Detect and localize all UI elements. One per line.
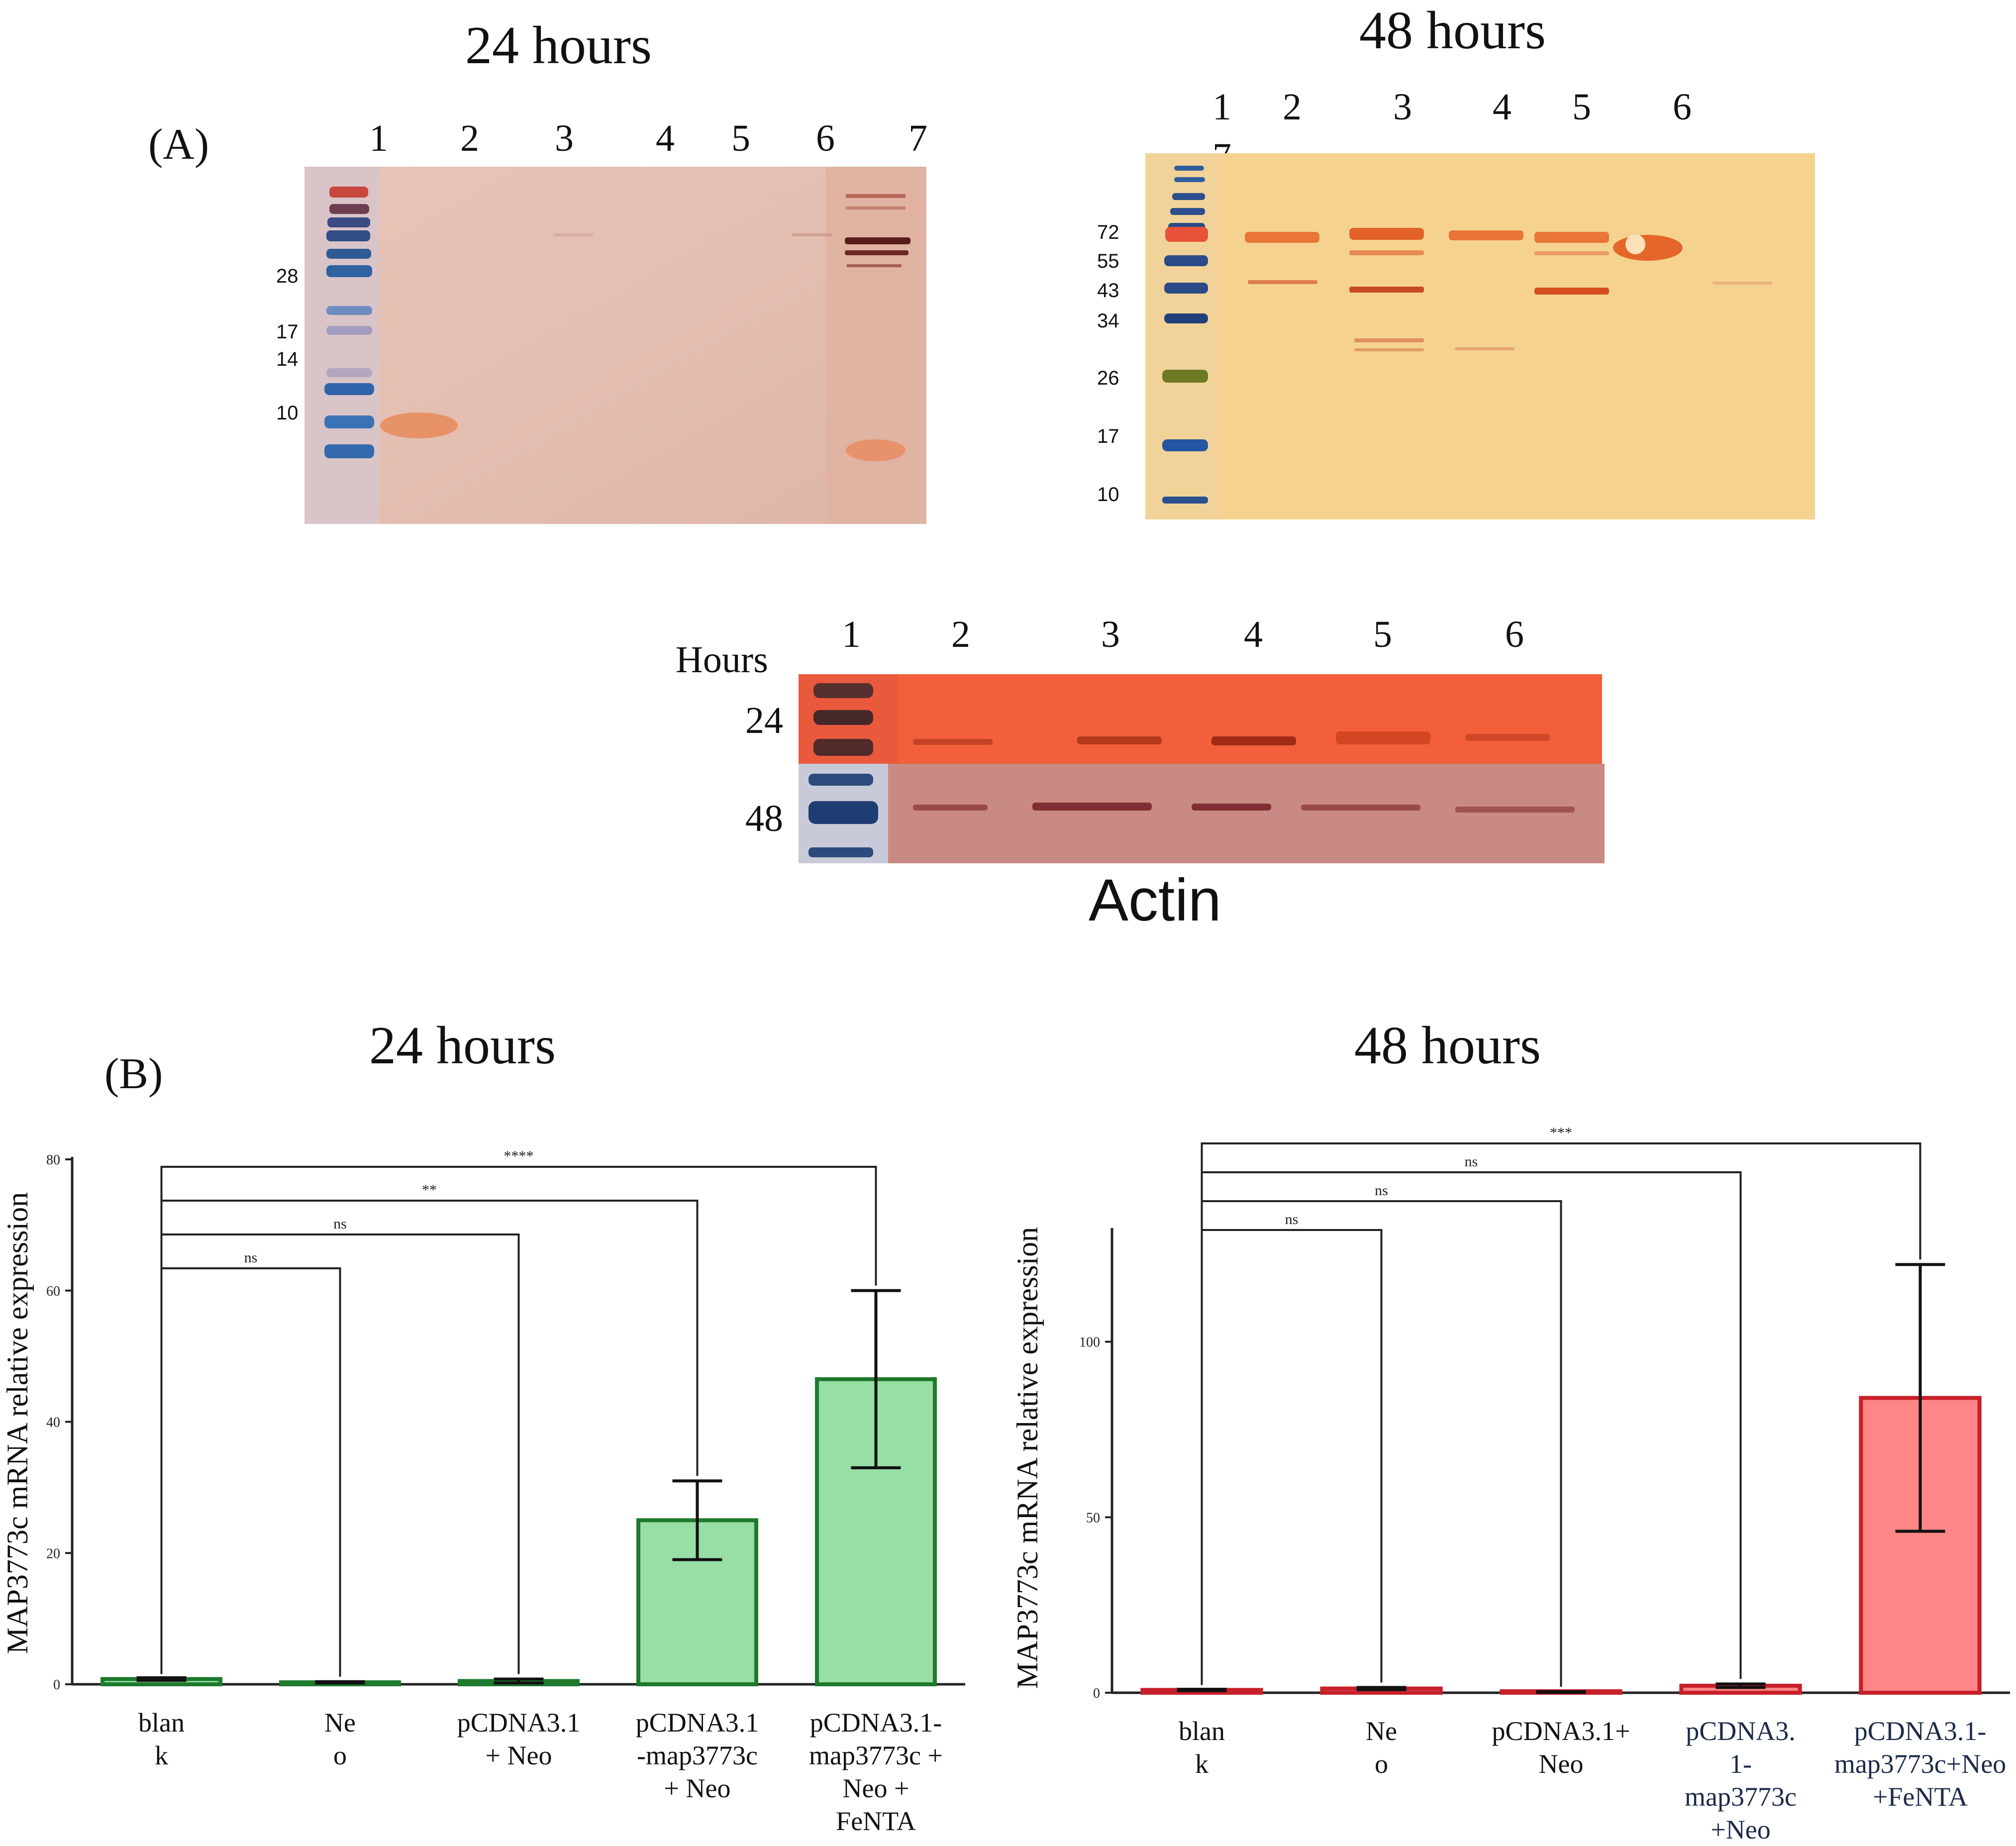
y-tick-label: 60 <box>46 1284 60 1299</box>
actin-lane-4: 4 <box>1244 614 1263 655</box>
x-tick-label-4: pCDNA3.1 -map3773c + Neo <box>636 1708 759 1803</box>
gel-48h-lane-5: 5 <box>1572 86 1591 128</box>
gel-48h-image <box>1145 153 1815 519</box>
gel-48h-marker-10: 10 <box>1097 484 1119 506</box>
actin-lane-2: 2 <box>951 614 970 655</box>
actin-caption: Actin <box>1089 867 1221 933</box>
gel-48h-lane-6: 6 <box>1673 86 1692 128</box>
gel-48h-marker-17: 17 <box>1097 425 1119 447</box>
y-tick-label: 100 <box>1079 1335 1100 1350</box>
significance-bracket <box>160 1267 341 1677</box>
x-tick-label-2: Ne o <box>1366 1716 1397 1779</box>
significance-bracket <box>1201 1171 1742 1685</box>
y-tick-label: 40 <box>46 1415 60 1431</box>
gel-48h-lane-4: 4 <box>1493 86 1512 128</box>
gel-24h-lane-7: 7 <box>908 117 927 159</box>
significance-label: *** <box>1550 1125 1572 1141</box>
gel-24h-lane-3: 3 <box>555 117 574 159</box>
gel-24h-lane-1: 1 <box>369 117 388 159</box>
gel-48h-marker-43: 43 <box>1097 280 1119 302</box>
gel-24h-marker-14: 14 <box>276 348 299 370</box>
significance-bracket <box>160 1166 877 1674</box>
gel-48h-lane-3: 3 <box>1393 86 1412 128</box>
y-tick-label: 50 <box>1086 1510 1100 1526</box>
significance-bracket <box>160 1200 699 1674</box>
significance-label: **** <box>504 1148 534 1164</box>
gel-24h-marker-17: 17 <box>276 321 299 343</box>
significance-label: ns <box>333 1216 347 1232</box>
gel-24h-lane-6: 6 <box>816 117 835 159</box>
gel-48h-marker-26: 26 <box>1097 367 1119 389</box>
significance-bracket <box>1201 1142 1921 1685</box>
chart-48h-title: 48 hours <box>1354 1016 1541 1075</box>
y-tick-label: 0 <box>53 1677 60 1693</box>
panel-b-label: (B) <box>104 1050 163 1098</box>
gel-24h-lane-5: 5 <box>731 117 750 159</box>
gel-48h-marker-55: 55 <box>1097 250 1119 272</box>
gel-24h-title: 24 hours <box>465 16 652 75</box>
x-tick-label-3: pCDNA3.1+ Neo <box>1492 1716 1630 1779</box>
significance-label: ns <box>1375 1182 1388 1199</box>
actin-lane-3: 3 <box>1101 614 1120 655</box>
gel-48h-marker-72: 72 <box>1097 221 1119 243</box>
x-tick-label-5: pCDNA3.1-map3773c+Neo +FeNTA <box>1834 1716 2006 1812</box>
x-tick-label-3: pCDNA3.1 + Neo <box>457 1708 581 1770</box>
actin-lane-6: 6 <box>1505 614 1524 655</box>
significance-label: ** <box>422 1182 437 1198</box>
gel-48h-marker-34: 34 <box>1097 310 1119 332</box>
significance-bracket <box>1201 1229 1383 1685</box>
actin-row-48: 48 <box>745 798 783 839</box>
gel-24h-marker-10: 10 <box>276 402 299 424</box>
gel-24h-lane-4: 4 <box>656 117 675 159</box>
actin-row-24: 24 <box>745 700 783 741</box>
x-tick-label-1: blan k <box>1179 1716 1225 1779</box>
significance-label: ns <box>244 1249 258 1266</box>
panel-a-label: (A) <box>148 120 209 169</box>
y-tick-label: 20 <box>46 1546 60 1561</box>
actin-hours-label: Hours <box>676 639 768 681</box>
y-tick-label: 80 <box>46 1152 60 1168</box>
y-tick-label: 0 <box>1093 1686 1100 1701</box>
x-tick-label-5: pCDNA3.1-map3773c + Neo + FeNTA <box>809 1708 943 1836</box>
gel-48h-lane-1: 1 <box>1212 86 1231 128</box>
actin-lane-5: 5 <box>1373 614 1392 655</box>
x-tick-label-2: Ne o <box>324 1708 356 1770</box>
gel-24h-marker-28: 28 <box>276 265 299 287</box>
gel-24h-image <box>304 167 926 524</box>
x-tick-label-4: pCDNA3. 1-map3773c +Neo <box>1685 1716 1797 1845</box>
chart-24h-title: 24 hours <box>369 1016 556 1075</box>
significance-label: ns <box>1285 1211 1299 1228</box>
y-axis-label: MAP3773c mRNA relative expression <box>1011 1227 1044 1689</box>
gel-24h-lane-2: 2 <box>460 117 479 159</box>
bar-chart-24h: MAP3773c mRNA relative expression 0 20 40 60… <box>1 1148 965 1836</box>
gel-48h-lane-2: 2 <box>1283 86 1302 128</box>
gel-48h-title: 48 hours <box>1359 1 1546 60</box>
x-tick-label-1: blan k <box>138 1708 185 1770</box>
bar-chart-48h: MAP3773c mRNA relative expression 0 50 100 b… <box>1011 1125 2010 1845</box>
actin-lane-1: 1 <box>842 614 861 655</box>
significance-label: ns <box>1465 1153 1478 1170</box>
actin-blot-image <box>799 674 1605 863</box>
y-axis-label: MAP3773c mRNA relative expression <box>1 1192 34 1654</box>
